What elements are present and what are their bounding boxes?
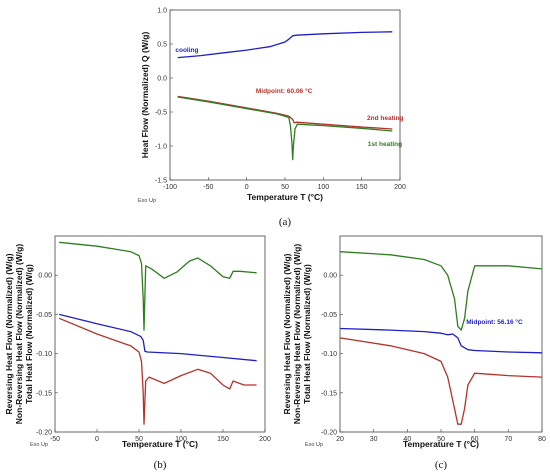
x-tick-label: 80 — [538, 436, 546, 443]
y-tick-label: -0.10 — [321, 351, 337, 358]
x-tick-label: 50 — [437, 436, 445, 443]
panel-label: (c) — [435, 459, 448, 471]
y-tick-label: -0.05 — [36, 312, 52, 319]
x-tick-label: 50 — [135, 436, 143, 443]
y-tick-label: -1.0 — [155, 144, 167, 151]
y-axis-title-line: Reversing Heat Flow (Normalized) (W/g) — [282, 253, 292, 414]
x-tick-label: 100 — [175, 436, 187, 443]
x-tick-label: -50 — [203, 184, 213, 191]
y-tick-label: -0.5 — [155, 110, 167, 117]
y-axis-title-line: Non-Reversing Heat Flow (Normalized) (W/… — [14, 244, 24, 425]
chart-panel-b: -50 0 50 100 150 200 -0.20 -0.15 -0.10 -0.05 0.00 T… — [4, 235, 271, 471]
x-axis-title: Temperature T (°C) — [122, 439, 198, 449]
plot-frame — [54, 235, 266, 433]
y-tick-label: -0.10 — [36, 351, 52, 358]
x-axis-title: Temperature T (°C) — [247, 192, 323, 202]
y-axis-title-line: Non-Reversing Heat Flow (Normalized) (W/… — [292, 244, 302, 425]
series-line — [339, 327, 543, 354]
x-tick-label: 150 — [217, 436, 229, 443]
x-tick-label: -50 — [50, 436, 60, 443]
y-tick-label: 0.00 — [38, 273, 52, 280]
y-tick-label: -0.20 — [321, 430, 337, 437]
y-tick-label: -1.5 — [155, 178, 167, 185]
annotation-label: 1st heating — [368, 141, 402, 148]
series-line — [339, 251, 543, 331]
y-axis-title-line: Total Heat Flow (Normalized) (W/g) — [24, 264, 34, 404]
annotation-label: 2nd heating — [367, 115, 404, 122]
y-tick-label: -0.05 — [321, 312, 337, 319]
series-line — [58, 317, 257, 425]
exo-up-note: Exo Up — [30, 442, 48, 448]
panel-label: (b) — [154, 459, 167, 471]
chart-panel-c: 20 30 40 50 60 70 80 -0.20 -0.15 -0.10 -0.05 0.00 Mi… — [282, 235, 546, 471]
x-tick-label: 20 — [336, 436, 344, 443]
x-tick-label: 200 — [259, 436, 271, 443]
y-tick-label: -0.15 — [321, 390, 337, 397]
y-axis-title-line: Total Heat Flow (Normalized) (W/g) — [302, 264, 312, 404]
y-axis-title: Heat Flow (Normalized) Q (W/g) — [140, 32, 150, 159]
series-line — [177, 95, 393, 130]
series-line — [59, 241, 257, 331]
y-tick-label: 0.00 — [323, 273, 337, 280]
annotation-label: cooling — [175, 47, 198, 54]
chart-panel-a: -100 -50 0 50 100 150 200 -1.5 -1.0 -0.5 0.0 0.5 1.0… — [138, 8, 406, 229]
y-tick-label: 0.0 — [157, 76, 167, 83]
annotation-label: Midpoint: 56.16 °C — [466, 318, 523, 326]
y-tick-label: 0.5 — [157, 42, 167, 49]
x-tick-label: 50 — [281, 184, 289, 191]
y-tick-label: -0.15 — [36, 390, 52, 397]
y-tick-label: 1.0 — [157, 8, 167, 15]
panel-label: (a) — [279, 216, 292, 228]
exo-up-note: Exo Up — [138, 198, 156, 204]
x-tick-label: 100 — [317, 184, 329, 191]
x-tick-label: 60 — [471, 436, 479, 443]
x-tick-label: 0 — [95, 436, 99, 443]
series-line — [177, 96, 393, 161]
x-tick-label: 30 — [370, 436, 378, 443]
annotation-label: Midpoint: 60.06 °C — [256, 87, 313, 95]
series-line — [59, 313, 257, 362]
y-axis-title-line: Reversing Heat Flow (Normalized) (W/g) — [4, 253, 14, 414]
x-tick-label: 0 — [245, 184, 249, 191]
plot-frame — [169, 9, 401, 181]
y-tick-label: -0.20 — [36, 430, 52, 437]
x-tick-label: 150 — [356, 184, 368, 191]
series-line — [177, 31, 393, 59]
exo-up-note: Exo Up — [305, 442, 323, 448]
x-tick-label: 70 — [504, 436, 512, 443]
x-axis-title: Temperature T (°C) — [403, 439, 479, 449]
x-tick-label: -100 — [163, 184, 177, 191]
x-tick-label: 200 — [394, 184, 406, 191]
x-tick-label: 40 — [403, 436, 411, 443]
series-line — [339, 337, 543, 425]
